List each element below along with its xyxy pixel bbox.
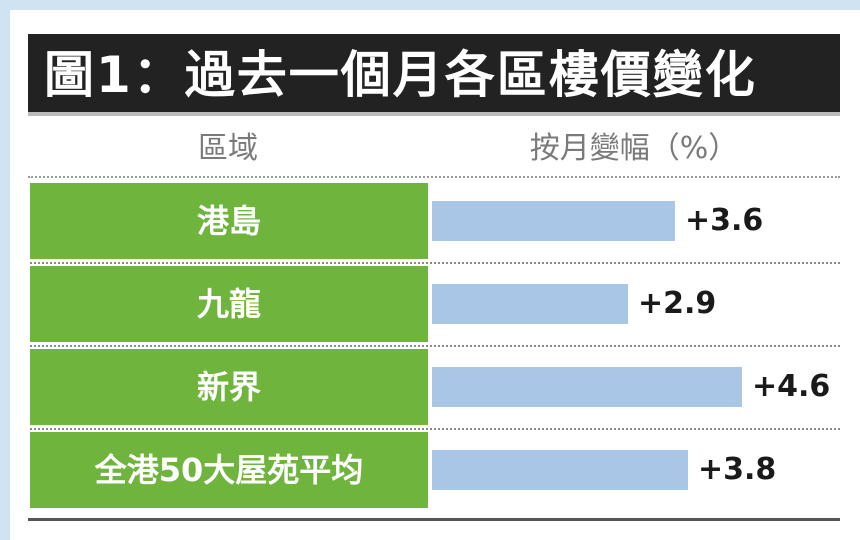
bar bbox=[432, 284, 628, 324]
chart-bottom-rule bbox=[28, 518, 840, 521]
category-label: 全港50大屋苑平均 bbox=[30, 432, 428, 508]
category-label: 新界 bbox=[30, 349, 428, 425]
region-column-header: 區域 bbox=[198, 131, 258, 166]
bar bbox=[432, 367, 742, 407]
header-divider bbox=[28, 176, 840, 178]
row-divider bbox=[30, 428, 840, 430]
category-label: 港島 bbox=[30, 183, 428, 259]
chart-title: 圖1：過去一個月各區樓價變化 bbox=[28, 34, 840, 116]
data-label: +2.9 bbox=[638, 286, 717, 321]
data-label: +4.6 bbox=[752, 369, 831, 404]
row-divider bbox=[30, 262, 840, 264]
bar bbox=[432, 450, 688, 490]
category-label: 九龍 bbox=[30, 266, 428, 342]
change-column-header: 按月變幅（%） bbox=[529, 131, 739, 166]
bar bbox=[432, 201, 675, 241]
data-label: +3.8 bbox=[698, 452, 777, 487]
row-divider bbox=[30, 345, 840, 347]
data-label: +3.6 bbox=[685, 203, 764, 238]
